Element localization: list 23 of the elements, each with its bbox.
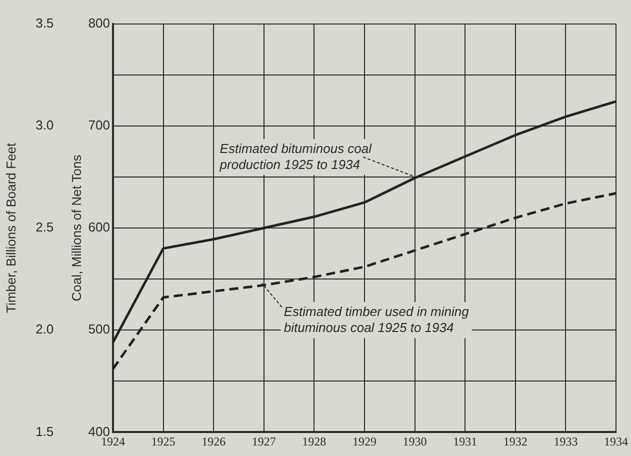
y-tick-label: 3.5 — [36, 15, 54, 30]
x-tick-label: 1925 — [151, 434, 176, 449]
x-tick-label: 1930 — [402, 434, 427, 449]
annotation: Estimated timber used in mining bituminous coal 1925 to 1934 — [284, 304, 470, 336]
x-tick-label: 1932 — [503, 434, 528, 449]
x-tick-label: 1931 — [453, 434, 478, 449]
y2-tick-label: 700 — [88, 117, 110, 132]
x-tick-label: 1927 — [252, 434, 276, 449]
y-tick-label: 2.0 — [36, 322, 54, 337]
x-tick-label: 1934 — [604, 434, 628, 449]
x-tick-label: 1928 — [302, 434, 326, 449]
y2-axis-title: Coal, Millions of Net Tons — [69, 154, 84, 302]
annotation: Estimated bituminous coal production 1925 to 1934 — [218, 140, 373, 172]
y2-tick-label: 800 — [88, 15, 110, 30]
y2-tick-label: 600 — [88, 220, 110, 235]
x-tick-label: 1929 — [352, 434, 376, 449]
x-tick-label: 1926 — [202, 434, 226, 449]
x-tick-label: 1933 — [554, 434, 578, 449]
y-tick-label: 2.5 — [36, 220, 54, 235]
y2-tick-label: 500 — [88, 322, 110, 337]
y-tick-label: 1.5 — [36, 424, 54, 439]
y-tick-label: 3.0 — [36, 117, 54, 132]
y-axis-title: Timber, Billions of Board Feet — [3, 142, 18, 314]
